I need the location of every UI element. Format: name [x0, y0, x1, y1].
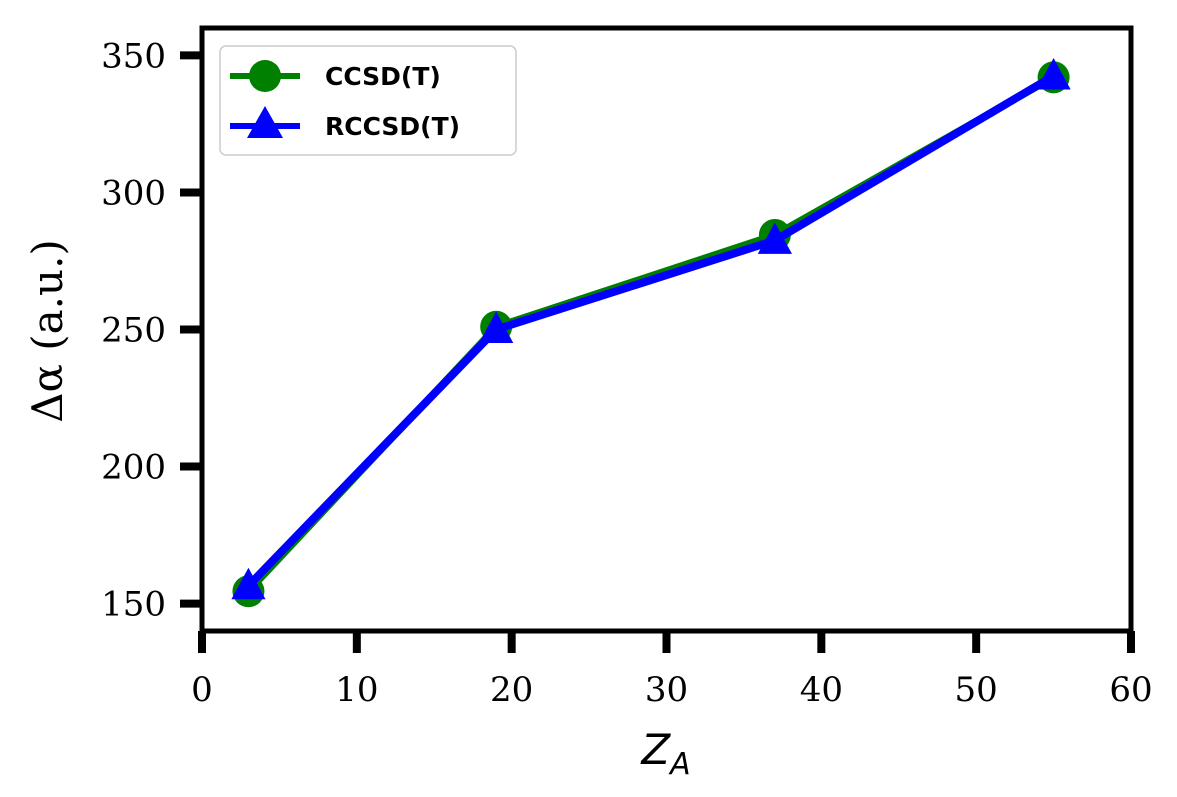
x-axis-label-subscript: A: [668, 747, 691, 782]
legend-marker-ccsdt: [249, 60, 281, 92]
data-point-series1-1: [479, 311, 514, 343]
x-axis-label-main: Z: [640, 725, 671, 774]
data-point-series1-2: [757, 222, 792, 254]
y-tick-label-3: 300: [101, 173, 166, 213]
data-point-series1-0: [231, 567, 266, 600]
x-tick-label-3: 30: [645, 670, 688, 710]
x-tick-label-1: 10: [335, 670, 378, 710]
y-tick-label-2: 250: [101, 311, 166, 351]
data-point-series1-3: [1036, 57, 1071, 90]
series-layer: [231, 57, 1071, 608]
legend-label-ccsdt: CCSD(T): [325, 62, 441, 91]
legend-label-rccsdt: RCCSD(T): [325, 112, 460, 141]
y-axis-label: Δα (a.u.): [23, 239, 72, 423]
x-tick-label-4: 40: [800, 670, 843, 710]
series-1: [231, 57, 1071, 600]
legend-marker-rccsdt: [247, 106, 283, 138]
x-tick-label-0: 0: [191, 670, 213, 710]
y-tick-label-4: 350: [101, 36, 166, 76]
axis-labels: ZA Δα (a.u.): [23, 239, 691, 782]
axis-ticks: 0 10 20 30 40 50 60 150 200 250 300 350: [101, 36, 1153, 710]
series-line-1: [245, 72, 1056, 589]
x-tick-label-6: 60: [1109, 670, 1152, 710]
x-tick-label-5: 50: [955, 670, 998, 710]
x-axis-label: ZA: [640, 725, 690, 782]
y-tick-label-0: 150: [101, 585, 166, 625]
legend: CCSD(T) RCCSD(T): [219, 45, 517, 156]
y-tick-label-1: 200: [101, 448, 166, 488]
x-tick-label-2: 20: [490, 670, 533, 710]
